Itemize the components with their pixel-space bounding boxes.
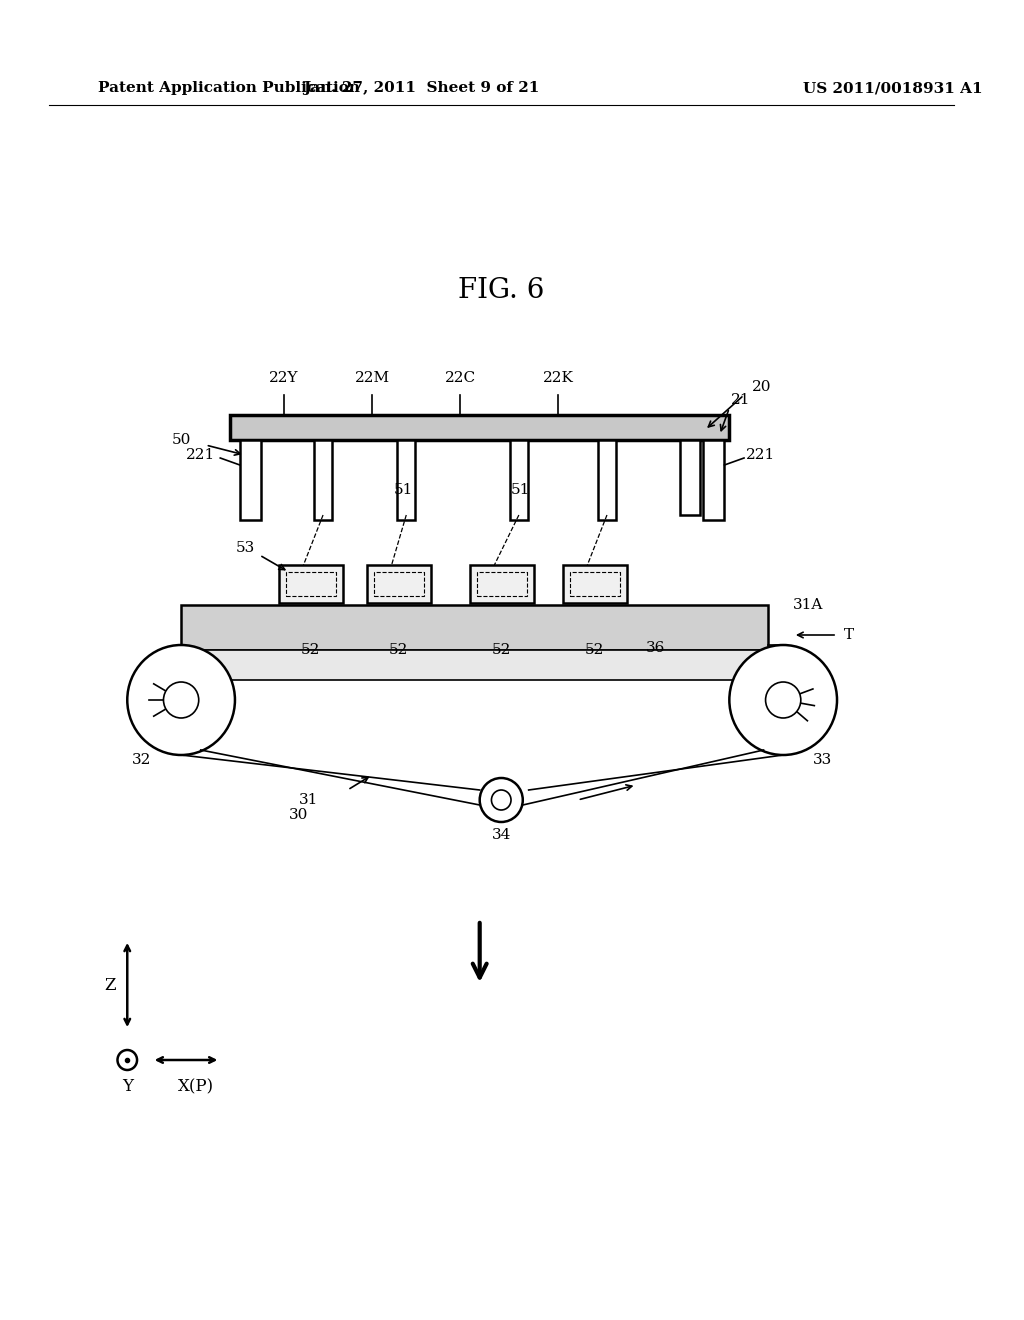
Bar	[510, 440, 527, 520]
Text: 20: 20	[752, 380, 771, 393]
Bar	[702, 440, 724, 520]
Text: X(P): X(P)	[178, 1078, 214, 1096]
Bar	[563, 565, 627, 603]
Text: 51: 51	[511, 483, 530, 498]
Bar	[397, 440, 415, 520]
Text: 30: 30	[289, 808, 308, 822]
Text: 22M: 22M	[354, 371, 389, 385]
Bar	[314, 440, 332, 520]
Bar	[181, 605, 768, 649]
Bar	[680, 440, 700, 515]
Text: 221: 221	[745, 447, 775, 462]
Text: 32: 32	[132, 752, 152, 767]
Text: FIG. 6: FIG. 6	[458, 276, 545, 304]
Text: 21: 21	[731, 393, 751, 407]
Circle shape	[118, 1049, 137, 1071]
Text: 52: 52	[389, 643, 409, 657]
Circle shape	[127, 645, 234, 755]
Text: 36: 36	[646, 642, 666, 655]
Bar	[470, 565, 534, 603]
Text: Patent Application Publication: Patent Application Publication	[98, 81, 359, 95]
Bar	[569, 572, 620, 597]
Text: Z: Z	[103, 977, 116, 994]
Text: US 2011/0018931 A1: US 2011/0018931 A1	[803, 81, 982, 95]
Text: 22K: 22K	[543, 371, 573, 385]
Circle shape	[729, 645, 837, 755]
Text: 52: 52	[301, 643, 321, 657]
Bar	[230, 414, 729, 440]
Text: 31A: 31A	[793, 598, 823, 612]
Text: 22C: 22C	[444, 371, 476, 385]
Text: 50: 50	[172, 433, 190, 447]
Circle shape	[766, 682, 801, 718]
Text: 221: 221	[186, 447, 215, 462]
Text: 34: 34	[492, 828, 511, 842]
Text: 52: 52	[585, 643, 604, 657]
Text: Jan. 27, 2011  Sheet 9 of 21: Jan. 27, 2011 Sheet 9 of 21	[303, 81, 540, 95]
Circle shape	[164, 682, 199, 718]
Bar	[374, 572, 424, 597]
Text: 31: 31	[299, 793, 318, 807]
Bar	[286, 572, 336, 597]
Circle shape	[492, 789, 511, 810]
Bar	[368, 565, 431, 603]
Bar	[181, 649, 768, 680]
Text: T: T	[844, 628, 854, 642]
Text: Y: Y	[122, 1078, 133, 1096]
Bar	[240, 440, 261, 520]
Text: 52: 52	[492, 643, 511, 657]
Text: 33: 33	[813, 752, 831, 767]
Text: 53: 53	[236, 541, 255, 554]
Bar	[598, 440, 615, 520]
Text: 51: 51	[393, 483, 413, 498]
Bar	[477, 572, 526, 597]
Text: 22Y: 22Y	[269, 371, 299, 385]
Bar	[279, 565, 343, 603]
Circle shape	[479, 777, 523, 822]
